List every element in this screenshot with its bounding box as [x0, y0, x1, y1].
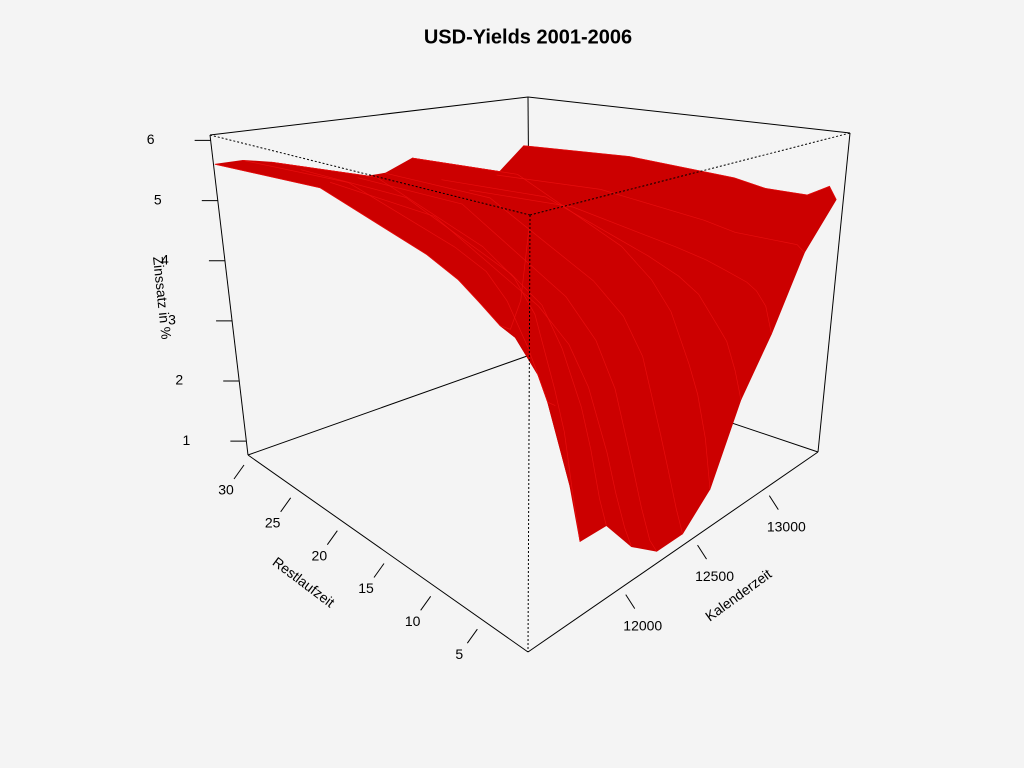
front-box [209, 132, 851, 653]
box-edge [247, 354, 531, 456]
yield-curve [385, 172, 683, 534]
x-tick [233, 464, 245, 480]
yield-curve [300, 169, 607, 526]
z-tick-label: 5 [154, 191, 162, 207]
x-tick-label: 30 [218, 482, 234, 498]
box-edge [247, 454, 529, 653]
y-tick-label: 13000 [767, 518, 806, 534]
box-edge [527, 451, 819, 653]
y-tick [625, 594, 636, 609]
yield-curve [357, 177, 657, 552]
z-tick-label: 2 [175, 372, 183, 388]
yield-curve [441, 179, 742, 400]
yield-curve [469, 189, 772, 334]
box-edge [529, 132, 851, 216]
y-tick-label: 12500 [695, 568, 734, 584]
y-tick [697, 544, 707, 560]
x-tick [280, 497, 292, 513]
x-tick [420, 596, 432, 611]
yield-curve [412, 157, 711, 490]
box-edge [817, 132, 851, 453]
yield-curve [523, 145, 837, 200]
x-tick [466, 628, 478, 644]
z-tick-label: 1 [182, 432, 190, 448]
x-tick-label: 20 [312, 547, 328, 563]
x-tick [373, 563, 385, 578]
surface [214, 145, 837, 552]
box-edge [209, 134, 531, 216]
z-tick-label: 6 [147, 131, 155, 147]
z-tick-label: 3 [168, 312, 176, 328]
z-tick-label: 4 [161, 251, 169, 267]
yield-curve [271, 161, 581, 542]
x-tick-label: 15 [358, 580, 374, 596]
box-edge [527, 214, 531, 653]
y-tick [768, 495, 779, 510]
box-edge [209, 134, 249, 456]
x-tick-label: 10 [405, 613, 421, 629]
x-tick [326, 530, 338, 545]
yield-curve [496, 174, 805, 253]
x-tick-label: 5 [455, 646, 463, 662]
yield-curve [243, 160, 556, 406]
box-edge [209, 96, 529, 136]
yield-curve [329, 181, 632, 547]
chart-title: USD-Yields 2001-2006 [424, 26, 632, 48]
y-tick-label: 12000 [623, 617, 662, 633]
box-edge [527, 96, 851, 134]
x-tick-label: 25 [265, 515, 281, 531]
yield-curve [214, 163, 530, 330]
